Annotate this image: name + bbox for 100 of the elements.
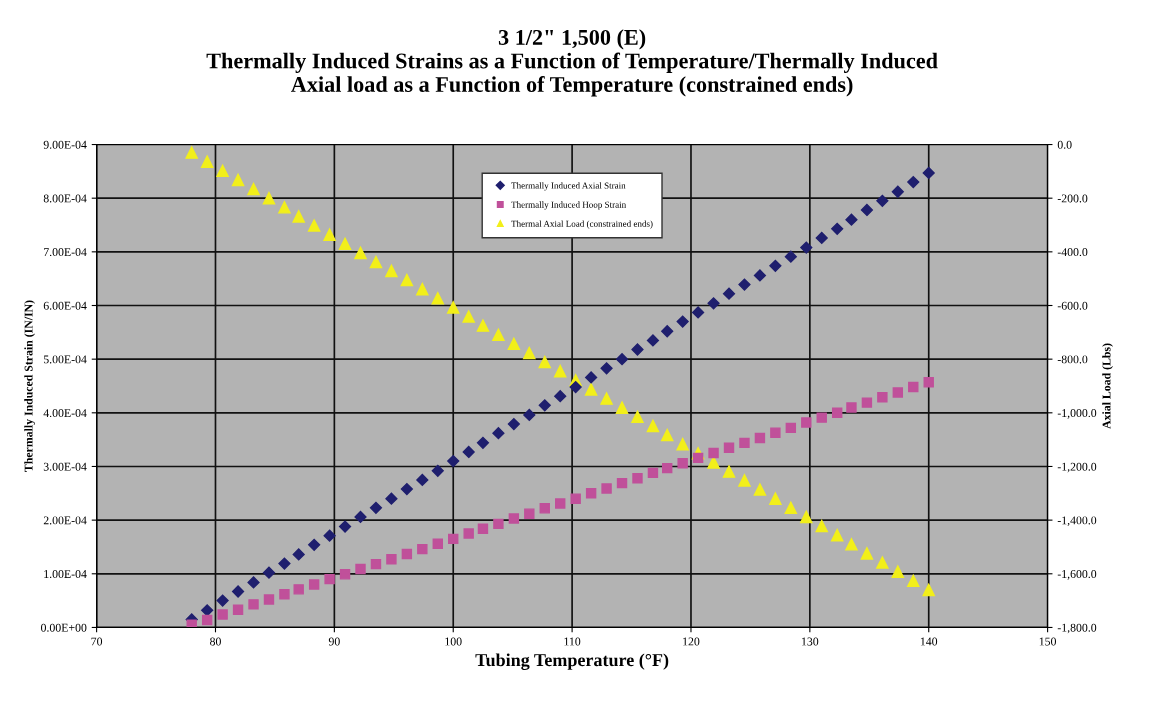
point (401, 548, 413, 560)
point (216, 594, 229, 607)
point (722, 287, 736, 300)
y2-tick-label: -600.0 (1057, 301, 1088, 310)
point (646, 334, 660, 347)
point (493, 518, 504, 530)
y-tick-label: 9.00E-04 (43, 140, 87, 149)
point (831, 407, 843, 419)
point (876, 556, 889, 569)
y-tick-label: 3.00E-04 (43, 462, 87, 471)
y2-tick-label: -1,800.0 (1057, 623, 1097, 634)
point (738, 278, 751, 291)
point (661, 325, 674, 338)
y2-tick-label: 0.0 (1057, 140, 1072, 149)
point (677, 458, 688, 469)
point (308, 579, 320, 590)
point (369, 501, 383, 514)
point (385, 264, 398, 278)
point (292, 548, 305, 561)
point (278, 201, 291, 214)
point (860, 203, 874, 217)
point (570, 493, 581, 504)
point (231, 173, 245, 187)
point (323, 529, 336, 542)
point (692, 306, 705, 319)
point (922, 166, 935, 180)
point (247, 576, 260, 589)
point (816, 412, 827, 423)
point (831, 222, 844, 235)
point (600, 362, 613, 375)
point (785, 422, 797, 434)
point (753, 483, 767, 496)
point (292, 210, 305, 223)
point (770, 427, 781, 438)
point (891, 185, 904, 198)
point (569, 380, 582, 394)
point (845, 213, 858, 226)
point (892, 387, 904, 398)
point (891, 565, 905, 578)
point (722, 465, 736, 478)
point (508, 513, 520, 524)
point (845, 538, 858, 551)
y-axis-title: Thermally Induced Strain (IN/IN) (24, 300, 35, 472)
y-tick-label: 8.00E-04 (43, 194, 87, 203)
x-tick-label: 80 (210, 637, 221, 646)
point (600, 392, 613, 405)
point (923, 377, 934, 388)
y-tick-label: 4.00E-04 (43, 409, 87, 418)
y-tick-label: 5.00E-04 (43, 355, 87, 364)
point (400, 482, 413, 496)
point (462, 445, 475, 459)
point (908, 381, 919, 393)
point (661, 462, 673, 474)
point (476, 436, 490, 449)
point (463, 528, 474, 539)
point (615, 353, 629, 366)
point (676, 437, 689, 451)
point (815, 519, 828, 533)
point (647, 467, 659, 479)
x-tick-label: 130 (802, 637, 819, 646)
y2-tick-label: -1,600.0 (1057, 570, 1097, 580)
point (860, 547, 874, 560)
point (369, 255, 383, 269)
point (922, 583, 935, 597)
point (431, 464, 444, 477)
point (416, 473, 429, 486)
point (800, 510, 813, 524)
point (861, 397, 873, 408)
point (676, 315, 689, 328)
x-tick-label: 70 (91, 637, 103, 646)
y2-axis-title: Axial Load (Lbs) (1102, 343, 1113, 429)
point (185, 146, 198, 159)
point (417, 543, 428, 555)
point (507, 417, 520, 431)
point (323, 228, 336, 241)
point (262, 566, 276, 579)
point (492, 427, 505, 440)
y2-tick-label: -800.0 (1057, 355, 1088, 364)
point (708, 447, 719, 459)
point (554, 390, 567, 403)
point (400, 273, 414, 287)
point (616, 477, 628, 489)
point (739, 437, 750, 449)
point (308, 538, 321, 551)
point (631, 410, 644, 424)
point (753, 269, 767, 282)
point (446, 301, 460, 314)
point (907, 574, 920, 588)
legend-label: Thermally Induced Hoop Strain (511, 201, 627, 210)
y2-tick-label: -1,200.0 (1057, 462, 1097, 473)
point (232, 604, 244, 615)
point (907, 175, 920, 189)
point (263, 594, 275, 605)
point (707, 297, 720, 310)
point (216, 164, 229, 178)
point (201, 614, 213, 626)
point (370, 558, 382, 570)
point (307, 219, 321, 232)
point (338, 520, 352, 533)
point (784, 250, 797, 263)
